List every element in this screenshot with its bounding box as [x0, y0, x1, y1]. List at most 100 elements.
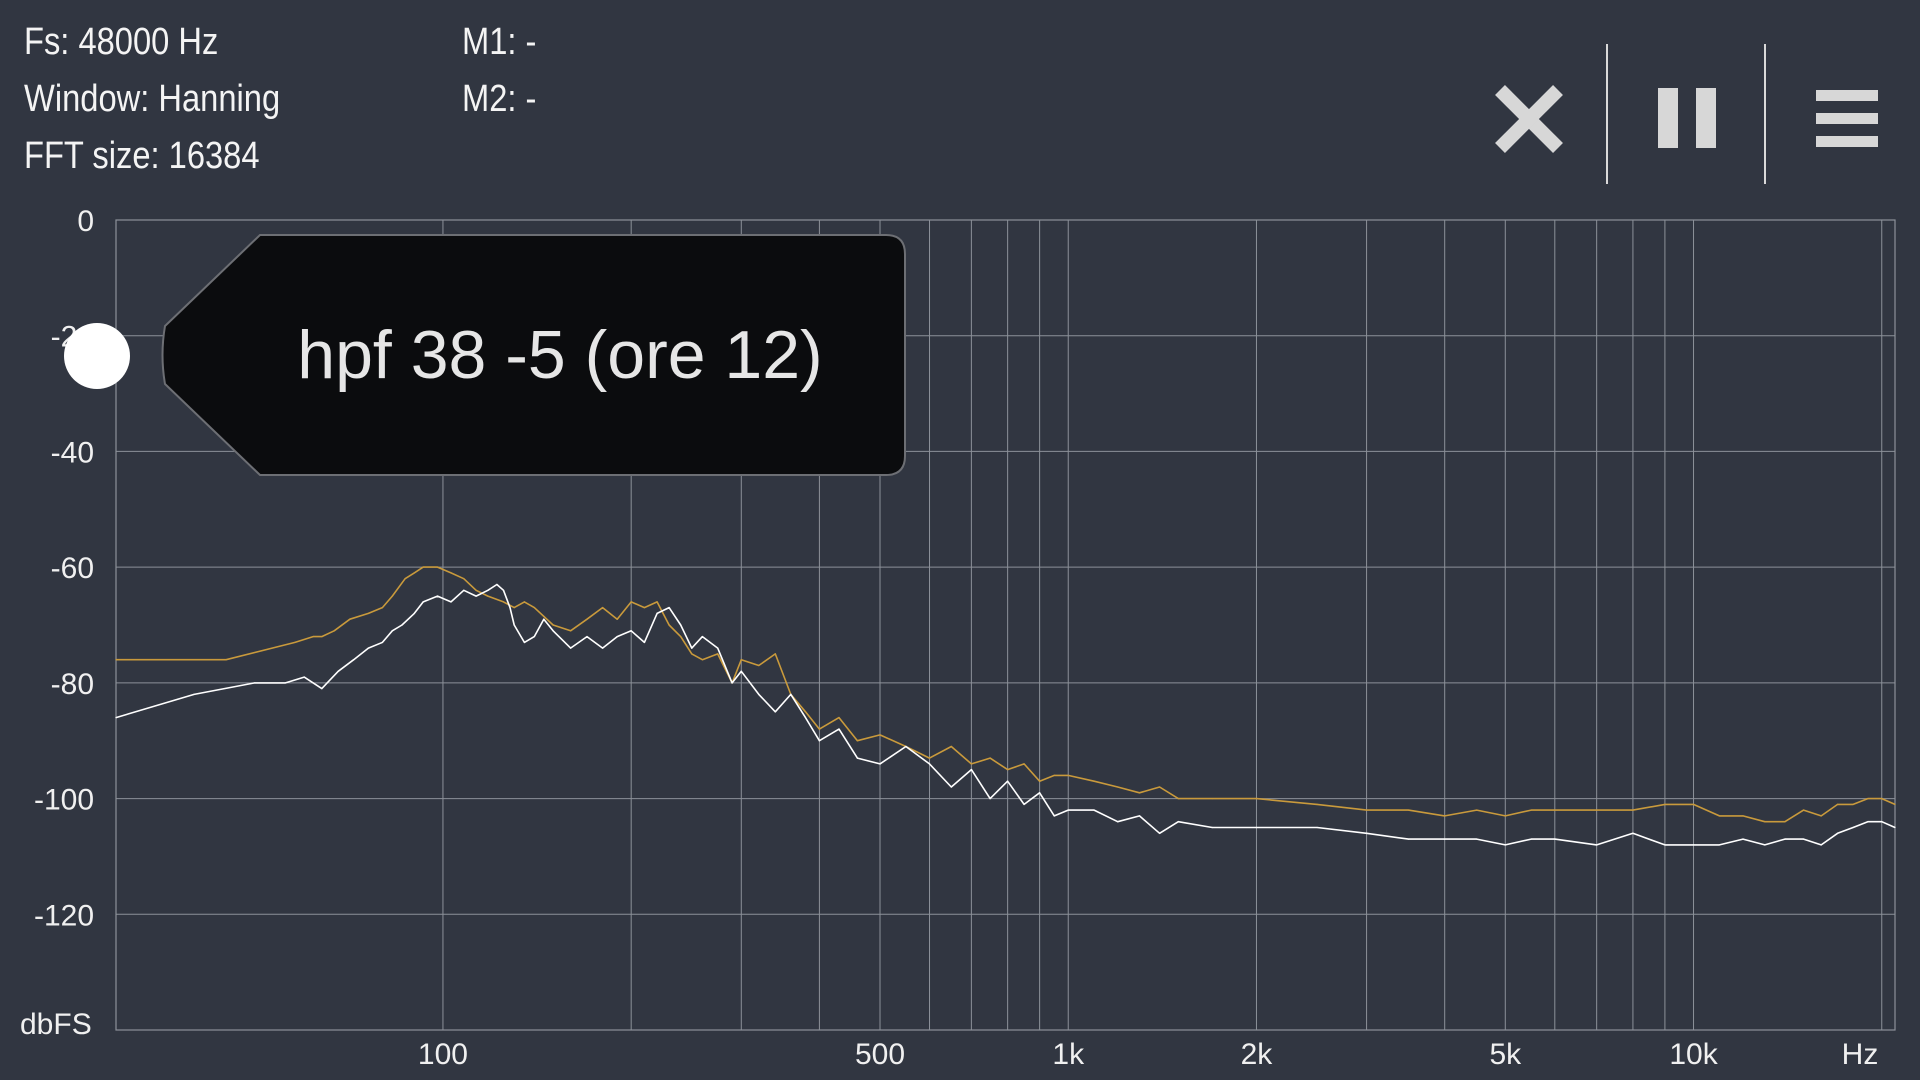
- pause-button[interactable]: [1608, 44, 1766, 184]
- trace-point: [1867, 798, 1869, 800]
- trace-point: [294, 641, 296, 644]
- x-tick-label: 500: [855, 1038, 905, 1071]
- trace-point: [1632, 809, 1634, 811]
- trace-point: [570, 630, 572, 632]
- trace-point: [1407, 838, 1409, 840]
- trace-point: [1255, 798, 1258, 800]
- trace-point: [463, 589, 465, 591]
- trace-point: [717, 653, 719, 655]
- trace-point: [533, 636, 535, 638]
- trace-point: [1053, 774, 1055, 777]
- marker-handle[interactable]: [64, 323, 130, 389]
- trace-point: [496, 583, 498, 586]
- trace-point: [1784, 838, 1786, 840]
- trace-point: [1692, 844, 1695, 846]
- trace-point: [1117, 821, 1119, 823]
- trace-point: [758, 664, 760, 667]
- trace-point: [1632, 832, 1634, 834]
- trace-point: [701, 636, 704, 638]
- trace-point: [401, 624, 403, 626]
- trace-point: [1867, 821, 1869, 823]
- trace-point: [1664, 803, 1666, 806]
- trace-point: [436, 566, 439, 568]
- trace-point: [818, 740, 821, 742]
- sample-rate-label: Fs: 48000 Hz: [24, 21, 219, 63]
- trace-point: [970, 769, 973, 771]
- trace-point: [1476, 838, 1478, 840]
- trace-point: [838, 717, 840, 719]
- trace-point: [1053, 815, 1055, 817]
- trace-point: [1784, 821, 1786, 823]
- trace-point: [450, 572, 452, 574]
- trace-point: [1007, 769, 1009, 771]
- trace-point: [616, 618, 618, 620]
- trace-point: [487, 589, 489, 591]
- trace-point: [422, 566, 424, 568]
- trace-point: [1138, 815, 1141, 817]
- trace-point: [740, 659, 742, 661]
- trace-point: [475, 595, 477, 597]
- trace-point: [533, 607, 535, 609]
- trace-point: [879, 734, 881, 736]
- trace-point: [1039, 792, 1041, 794]
- trace-point: [879, 763, 881, 765]
- trace-point: [1742, 838, 1744, 840]
- x-tick-label: 10k: [1669, 1038, 1718, 1071]
- trace-point: [502, 589, 505, 591]
- trace-point: [475, 589, 477, 591]
- trace-point: [1366, 832, 1368, 834]
- trace-point: [1177, 821, 1179, 823]
- trace-point: [303, 676, 305, 678]
- trace-point: [1852, 826, 1854, 829]
- trace-point: [284, 682, 287, 684]
- trace-point: [1837, 803, 1839, 806]
- trace-point: [989, 798, 991, 800]
- trace-point: [1718, 844, 1720, 846]
- trace-point: [1444, 838, 1446, 840]
- trace-point: [1316, 803, 1318, 806]
- menu-button[interactable]: [1766, 44, 1920, 184]
- close-button[interactable]: [1450, 44, 1608, 184]
- trace-point: [1023, 803, 1025, 806]
- trace-point: [1764, 844, 1766, 846]
- trace-point: [680, 636, 682, 638]
- trace-point: [928, 757, 931, 759]
- trace-point: [774, 711, 776, 713]
- trace-point: [367, 647, 369, 649]
- trace-point: [586, 618, 588, 620]
- trace-point: [774, 653, 776, 655]
- trace-point: [1881, 798, 1883, 800]
- trace-point: [950, 786, 952, 788]
- trace-point: [1444, 815, 1446, 817]
- trace-point: [1255, 826, 1258, 829]
- toolbar: [1450, 44, 1920, 184]
- trace-point: [1742, 815, 1744, 817]
- trace-point: [1177, 798, 1179, 800]
- trace-point: [1894, 826, 1896, 829]
- trace-point: [989, 757, 991, 759]
- trace-point: [413, 572, 415, 574]
- trace-point: [970, 763, 973, 765]
- trace-point: [804, 717, 807, 719]
- trace-point: [225, 659, 227, 661]
- trace-point: [630, 630, 632, 632]
- trace-point: [643, 607, 646, 609]
- trace-point: [321, 688, 323, 690]
- trace-point: [804, 711, 807, 713]
- y-axis-label: dbFS: [20, 1008, 92, 1041]
- trace-point: [656, 612, 658, 615]
- trace-point: [1093, 780, 1095, 782]
- trace-point: [1067, 809, 1069, 811]
- x-tick-label: 5k: [1489, 1038, 1522, 1071]
- trace-point: [422, 601, 424, 603]
- marker-tooltip[interactable]: [60, 232, 910, 478]
- trace-point: [1159, 786, 1161, 788]
- toolbar-divider: [1606, 44, 1608, 184]
- trace-point: [950, 745, 952, 748]
- trace-point: [691, 647, 693, 649]
- trace-point: [643, 641, 646, 644]
- trace-point: [680, 624, 682, 626]
- x-tick-label: 1k: [1052, 1038, 1085, 1071]
- x-unit-label: Hz: [1842, 1038, 1879, 1071]
